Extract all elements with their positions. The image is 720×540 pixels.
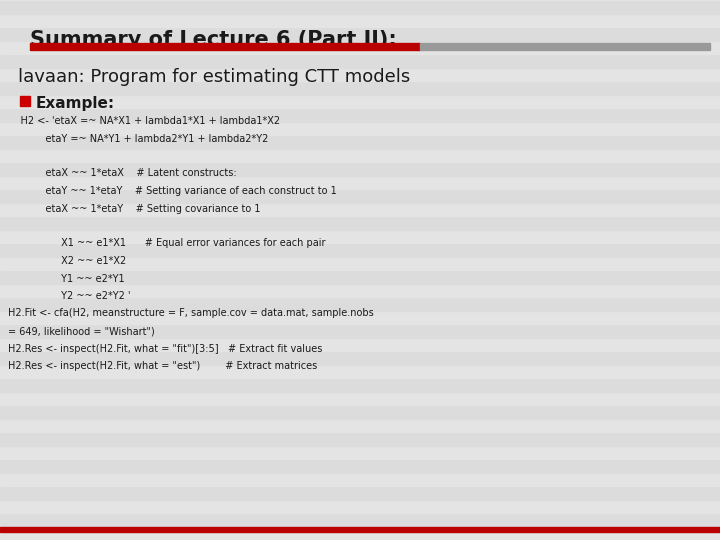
Bar <box>420 43 710 50</box>
Text: etaY ~~ 1*etaY    # Setting variance of each construct to 1: etaY ~~ 1*etaY # Setting variance of eac… <box>8 186 337 196</box>
Bar <box>0 122 720 135</box>
Bar <box>0 40 720 54</box>
Text: Summary of Lecture 6 (Part II):: Summary of Lecture 6 (Part II): <box>30 30 397 50</box>
Bar <box>0 526 720 540</box>
Bar <box>0 27 720 40</box>
Text: etaY =~ NA*Y1 + lambda2*Y1 + lambda2*Y2: etaY =~ NA*Y1 + lambda2*Y1 + lambda2*Y2 <box>8 133 269 144</box>
Bar <box>0 446 720 459</box>
Bar <box>0 310 720 324</box>
Text: X2 ~~ e1*X2: X2 ~~ e1*X2 <box>8 256 126 266</box>
Bar <box>0 418 720 432</box>
Bar <box>0 486 720 500</box>
Text: etaX ~~ 1*etaY    # Setting covariance to 1: etaX ~~ 1*etaY # Setting covariance to 1 <box>8 204 261 213</box>
Bar <box>0 338 720 351</box>
Bar <box>0 378 720 392</box>
Text: X1 ~~ e1*X1      # Equal error variances for each pair: X1 ~~ e1*X1 # Equal error variances for … <box>8 239 325 248</box>
Bar <box>0 0 720 14</box>
Bar <box>0 500 720 513</box>
Bar <box>20 96 30 106</box>
Bar <box>0 324 720 338</box>
Text: Example:: Example: <box>36 96 115 111</box>
Text: H2 <- 'etaX =~ NA*X1 + lambda1*X1 + lambda1*X2: H2 <- 'etaX =~ NA*X1 + lambda1*X1 + lamb… <box>8 116 280 126</box>
Bar <box>0 513 720 526</box>
Bar <box>0 351 720 364</box>
Bar <box>0 216 720 229</box>
Bar <box>0 54 720 68</box>
Bar <box>0 202 720 216</box>
Bar <box>0 230 720 243</box>
Bar <box>0 176 720 189</box>
Bar <box>0 392 720 405</box>
Text: H2.Res <- inspect(H2.Fit, what = "fit")[3:5]   # Extract fit values: H2.Res <- inspect(H2.Fit, what = "fit")[… <box>8 343 323 354</box>
Bar <box>0 162 720 176</box>
Bar <box>0 472 720 486</box>
Bar <box>30 43 420 50</box>
Bar <box>0 527 720 532</box>
Bar <box>0 364 720 378</box>
Text: H2.Fit <- cfa(H2, meanstructure = F, sample.cov = data.mat, sample.nobs: H2.Fit <- cfa(H2, meanstructure = F, sam… <box>8 308 374 319</box>
Bar <box>0 94 720 108</box>
Text: Y2 ~~ e2*Y2 ': Y2 ~~ e2*Y2 ' <box>8 291 130 301</box>
Bar <box>0 284 720 297</box>
Text: etaX ~~ 1*etaX    # Latent constructs:: etaX ~~ 1*etaX # Latent constructs: <box>8 168 237 179</box>
Bar <box>0 459 720 472</box>
Bar <box>0 432 720 445</box>
Bar <box>0 256 720 270</box>
Bar <box>0 81 720 94</box>
Bar <box>0 297 720 310</box>
Bar <box>0 14 720 27</box>
Text: = 649, likelihood = "Wishart"): = 649, likelihood = "Wishart") <box>8 326 155 336</box>
Bar <box>0 68 720 81</box>
Text: lavaan: Program for estimating CTT models: lavaan: Program for estimating CTT model… <box>18 68 410 86</box>
Text: Y1 ~~ e2*Y1: Y1 ~~ e2*Y1 <box>8 273 125 284</box>
Bar <box>0 405 720 418</box>
Bar <box>0 135 720 148</box>
Text: H2.Res <- inspect(H2.Fit, what = "est")        # Extract matrices: H2.Res <- inspect(H2.Fit, what = "est") … <box>8 361 318 371</box>
Bar <box>0 148 720 162</box>
Bar <box>0 270 720 284</box>
Bar <box>0 108 720 122</box>
Bar <box>0 243 720 256</box>
Bar <box>0 189 720 202</box>
